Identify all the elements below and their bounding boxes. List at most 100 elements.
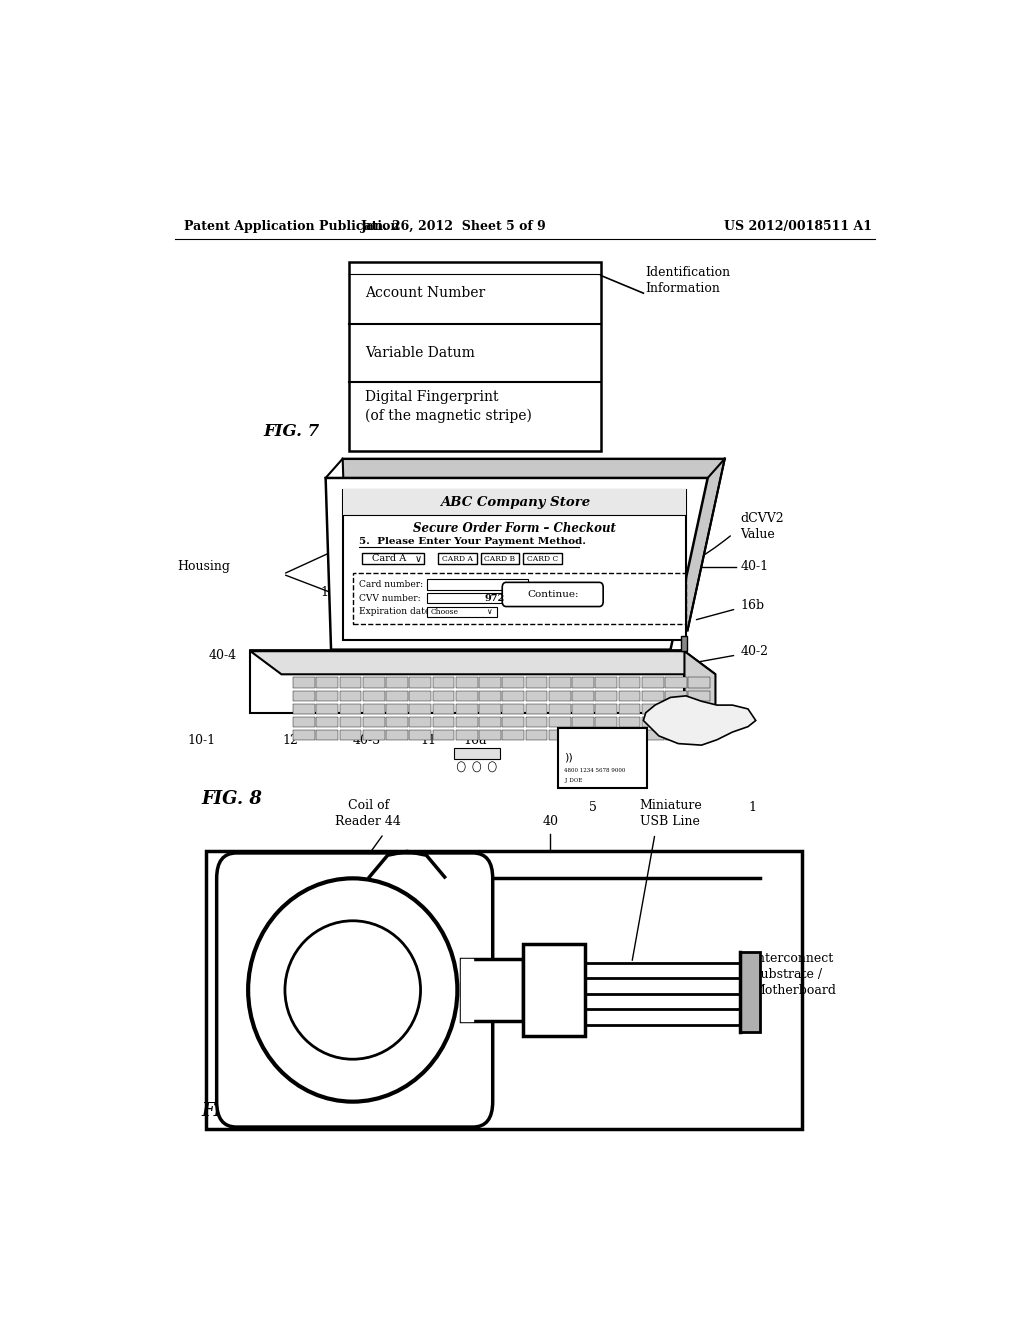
Bar: [549, 730, 570, 741]
Ellipse shape: [285, 921, 421, 1059]
Text: 11: 11: [421, 734, 436, 747]
Bar: [340, 677, 361, 688]
Bar: [642, 717, 664, 727]
Bar: [340, 704, 361, 714]
Text: Card number:: Card number:: [359, 579, 423, 589]
Bar: [642, 677, 664, 688]
Polygon shape: [740, 952, 760, 1032]
Bar: [343, 490, 686, 515]
Bar: [362, 730, 385, 741]
Bar: [386, 690, 408, 701]
Bar: [503, 690, 524, 701]
Text: 4800 1234 5678 9000: 4800 1234 5678 9000: [564, 768, 626, 774]
Text: CARD C: CARD C: [527, 554, 558, 562]
Text: Identification
Information: Identification Information: [646, 267, 731, 296]
Bar: [618, 704, 640, 714]
Text: 40-1: 40-1: [740, 560, 768, 573]
Bar: [665, 677, 687, 688]
Bar: [503, 677, 524, 688]
Bar: [316, 677, 338, 688]
Bar: [681, 636, 687, 651]
Text: Expiration date:: Expiration date:: [359, 607, 433, 616]
Bar: [618, 690, 640, 701]
Bar: [362, 704, 385, 714]
Bar: [549, 690, 570, 701]
Bar: [688, 690, 710, 701]
Bar: [456, 717, 477, 727]
Bar: [410, 690, 431, 701]
Bar: [665, 690, 687, 701]
Text: Continue:: Continue:: [527, 590, 579, 599]
Bar: [362, 690, 385, 701]
Text: dCVV2
Value: dCVV2 Value: [740, 512, 784, 541]
Text: J. DOE: J. DOE: [564, 777, 583, 783]
Bar: [293, 690, 314, 701]
Bar: [349, 263, 601, 451]
Bar: [410, 704, 431, 714]
Bar: [206, 851, 802, 1129]
Text: 16b: 16b: [740, 598, 764, 611]
Bar: [362, 553, 424, 564]
Bar: [479, 690, 501, 701]
Bar: [410, 677, 431, 688]
Polygon shape: [251, 651, 684, 713]
Text: 972: 972: [484, 594, 505, 602]
Bar: [456, 677, 477, 688]
Bar: [688, 730, 710, 741]
Bar: [642, 690, 664, 701]
Bar: [456, 730, 477, 741]
Text: 10-1: 10-1: [187, 734, 216, 747]
Bar: [523, 553, 562, 564]
Bar: [410, 730, 431, 741]
Bar: [410, 717, 431, 727]
FancyBboxPatch shape: [217, 853, 493, 1127]
Bar: [525, 704, 547, 714]
Bar: [427, 607, 497, 618]
Bar: [316, 690, 338, 701]
Ellipse shape: [248, 878, 458, 1102]
Bar: [340, 690, 361, 701]
Polygon shape: [461, 960, 523, 1020]
Bar: [642, 704, 664, 714]
Bar: [618, 730, 640, 741]
Text: 5.  Please Enter Your Payment Method.: 5. Please Enter Your Payment Method.: [359, 537, 586, 546]
Text: 1: 1: [748, 801, 756, 814]
Bar: [352, 573, 686, 624]
Bar: [479, 717, 501, 727]
Polygon shape: [684, 651, 716, 737]
Text: 40-3: 40-3: [352, 734, 381, 747]
FancyBboxPatch shape: [502, 582, 603, 607]
Bar: [525, 730, 547, 741]
Text: Account Number: Account Number: [365, 286, 485, 300]
Bar: [316, 704, 338, 714]
Text: FIG. 7: FIG. 7: [263, 424, 319, 441]
Bar: [572, 730, 594, 741]
Polygon shape: [251, 651, 716, 675]
Bar: [595, 704, 617, 714]
Text: Housing: Housing: [177, 560, 230, 573]
Bar: [293, 704, 314, 714]
Bar: [456, 690, 477, 701]
Bar: [293, 730, 314, 741]
Bar: [688, 677, 710, 688]
Bar: [523, 944, 586, 1036]
Bar: [480, 553, 519, 564]
Text: 40-2: 40-2: [740, 644, 768, 657]
Bar: [427, 593, 528, 603]
Text: Variable Datum: Variable Datum: [365, 346, 474, 360]
Polygon shape: [643, 696, 756, 744]
Text: Interconnect
Substrate /
Motherboard: Interconnect Substrate / Motherboard: [752, 952, 836, 997]
Bar: [386, 677, 408, 688]
Bar: [432, 717, 455, 727]
Text: FIG. 9: FIG. 9: [202, 1102, 262, 1119]
Bar: [558, 729, 647, 788]
Bar: [572, 677, 594, 688]
Bar: [525, 677, 547, 688]
Text: CARD A: CARD A: [442, 554, 473, 562]
Bar: [525, 717, 547, 727]
Text: CARD B: CARD B: [484, 554, 515, 562]
Bar: [503, 704, 524, 714]
Bar: [665, 717, 687, 727]
Bar: [572, 704, 594, 714]
Text: 40-4: 40-4: [237, 883, 265, 896]
